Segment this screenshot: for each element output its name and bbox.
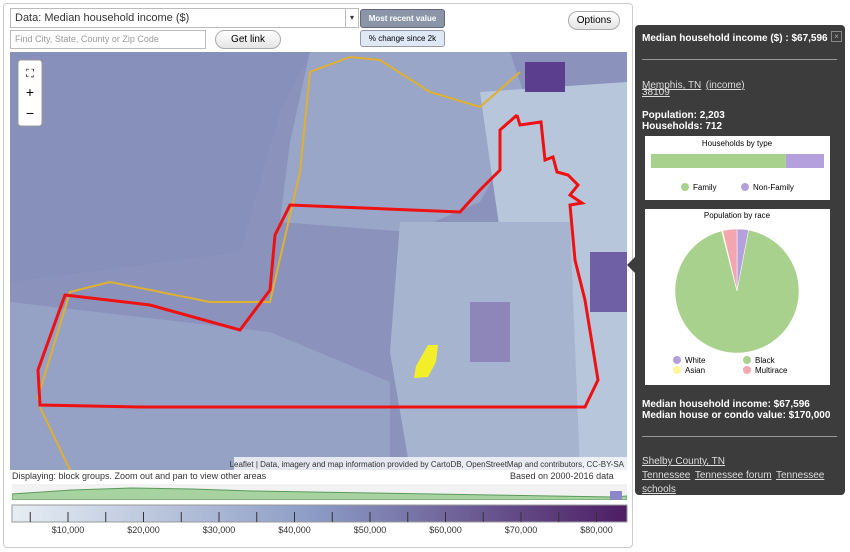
fullscreen-button[interactable]: ⛶ [26, 68, 34, 80]
legend-swatch [681, 183, 689, 191]
highlight [414, 345, 438, 378]
histogram [12, 484, 627, 500]
legend-swatch [673, 366, 681, 374]
legend-swatch [743, 366, 751, 374]
pct-change-toggle[interactable]: % change since 2k [360, 30, 445, 47]
divider [642, 436, 837, 437]
legend-label: Multirace [755, 366, 788, 375]
map-area [480, 82, 627, 470]
histogram-marker [610, 491, 622, 500]
panel-title: Median household income ($) : $67,596 [642, 33, 828, 44]
attribution-bg [234, 457, 627, 470]
placeholder: Find City, State, County or Zip Code [15, 34, 159, 44]
map: ⛶ + − Leaflet | Data, imagery and map in… [10, 52, 627, 470]
road [39, 406, 71, 470]
state-link[interactable]: Tennessee [642, 470, 691, 481]
place-link[interactable]: Memphis, TN [642, 80, 702, 91]
divider [642, 59, 837, 60]
house-value: Median house or condo value: $170,000 [642, 410, 831, 421]
legend-swatch [673, 356, 681, 364]
get-link-button[interactable]: Get link [215, 30, 281, 49]
legend-bar [11, 504, 628, 523]
state-link[interactable]: Tennessee schools [642, 470, 825, 495]
left-frame [3, 3, 633, 548]
close-button[interactable]: × [831, 31, 842, 42]
legend-label: Asian [685, 366, 705, 375]
legend-swatch [743, 356, 751, 364]
links: Tennessee Tennessee forum Tennessee scho… [642, 468, 837, 496]
select-text: Data: Median household income ($) [15, 12, 190, 24]
income-link[interactable]: (income) [705, 80, 745, 91]
zoom-in[interactable]: + [26, 84, 34, 100]
attribution: Leaflet | Data, imagery and map informat… [230, 460, 625, 469]
race-chart: Population by race White Black Asian Multir… [645, 209, 830, 385]
chart-title: Population by race [704, 211, 771, 220]
map-area [10, 52, 310, 282]
chart-title: Households by type [702, 139, 773, 148]
zoom-out[interactable]: − [26, 105, 34, 121]
info-panel: Median household income ($) : $67,596 × … [627, 25, 845, 496]
legend-label: White [685, 356, 706, 365]
county-link[interactable]: Shelby County, TN [642, 456, 726, 467]
pie-slice [674, 229, 800, 354]
zip-link[interactable]: 38109 [642, 87, 670, 98]
income: Median household income: $67,596 [642, 399, 810, 410]
panel-pointer [627, 257, 635, 273]
most-recent-toggle[interactable]: Most recent value [360, 9, 445, 28]
pie-slice [722, 228, 738, 292]
state-link[interactable]: Tennessee forum [694, 470, 772, 481]
legend-label: $80,000 [580, 525, 613, 535]
zoom-controls [17, 59, 43, 127]
color-legend: $10,000 $20,000 $30,000 $40,000 $50,000 $60,0… [11, 504, 628, 535]
bar-segment [651, 154, 786, 168]
households: Households: 712 [642, 121, 723, 132]
data-select[interactable]: Data: Median household income ($) ▾ [10, 8, 359, 28]
road [36, 55, 521, 406]
households-chart: Households by type Family Non-Family [645, 136, 830, 200]
legend-label: $30,000 [203, 525, 236, 535]
options-button[interactable]: Options [568, 11, 620, 30]
map-area [525, 62, 565, 92]
legend-label: Family [693, 183, 717, 192]
legend-label: $70,000 [505, 525, 538, 535]
legend-label: $40,000 [278, 525, 311, 535]
bar-segment [785, 154, 824, 168]
population: Population: 2,203 [642, 110, 725, 121]
boundary [36, 113, 600, 409]
map-area [280, 52, 530, 232]
search-input[interactable]: Find City, State, County or Zip Code [10, 30, 206, 49]
legend-label: $10,000 [52, 525, 85, 535]
legend-label: $60,000 [429, 525, 462, 535]
legend-swatch [741, 183, 749, 191]
legend-label: $50,000 [354, 525, 387, 535]
map-area [590, 252, 627, 312]
based-on: Based on 2000-2016 data [510, 471, 614, 481]
legend-label: $20,000 [127, 525, 160, 535]
map-area [10, 302, 390, 470]
map-area [470, 302, 510, 362]
legend-label: Non-Family [753, 183, 794, 192]
legend-label: Black [755, 356, 776, 365]
status-text: Displaying: block groups. Zoom out and p… [12, 471, 267, 481]
